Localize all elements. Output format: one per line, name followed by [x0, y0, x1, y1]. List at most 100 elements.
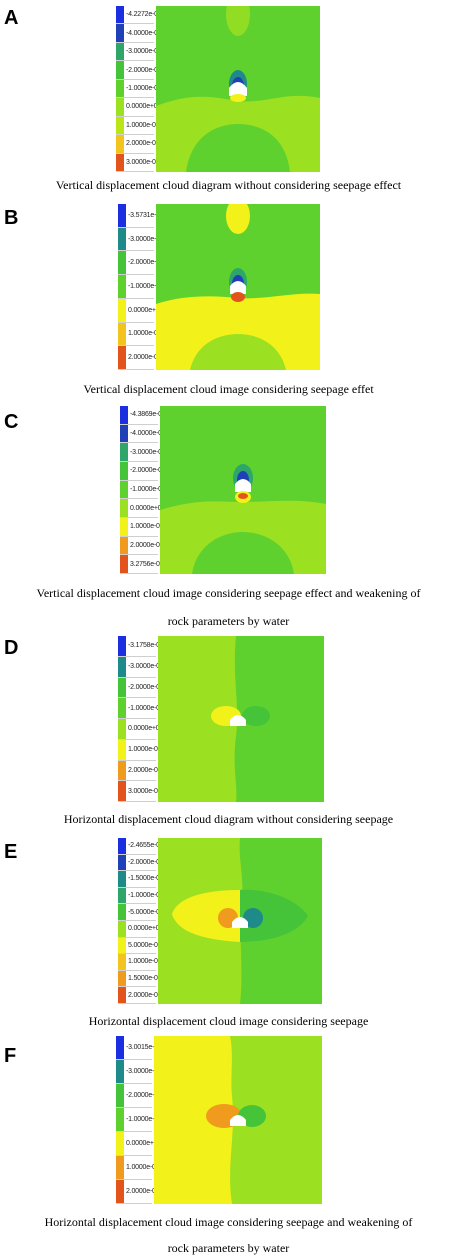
- legend-swatch: [116, 116, 124, 135]
- legend-swatch: [116, 98, 124, 116]
- legend-row: 0.0000e+000: [118, 719, 167, 740]
- legend-row: 2.0000e-001: [118, 760, 165, 782]
- legend-value: -3.0015e-001: [126, 1044, 166, 1051]
- panel-c-caption-line-1: Vertical displacement cloud image consid…: [36, 586, 421, 600]
- legend-value: 3.2756e-001: [130, 560, 168, 568]
- legend-row: -3.0015e-001: [116, 1036, 165, 1060]
- panel-a-caption: Vertical displacement cloud diagram with…: [0, 177, 457, 193]
- panel-e-letter: E: [4, 841, 18, 863]
- legend-row: -2.0000e-001: [118, 854, 167, 872]
- legend-row: -1.5000e-001: [118, 871, 167, 888]
- legend-value: 3.0000e-001: [128, 787, 166, 795]
- legend-swatch: [118, 987, 126, 1003]
- panel-c-letter: C: [4, 411, 19, 433]
- legend-swatch: [120, 518, 128, 536]
- legend-row: -3.0000e-001: [116, 1060, 165, 1084]
- panel-a-contour-plot: [156, 6, 320, 172]
- legend-swatch: [120, 443, 128, 462]
- legend-value: -1.0000e-001: [130, 486, 170, 494]
- panel-f-figure: -3.0015e-001 -3.0000e-001 -2.0000e-001 -1.0…: [116, 1036, 322, 1204]
- legend-value: -2.0000e-001: [128, 683, 168, 691]
- legend-row: -1.0000e-001: [118, 275, 167, 299]
- panel-c-caption-line-2: rock parameters by water: [167, 614, 290, 628]
- legend-swatch: [118, 204, 126, 227]
- legend-value: -4.2272e-001: [126, 11, 166, 19]
- legend-value: -1.5000e-001: [128, 875, 168, 883]
- panel-f-caption: Horizontal displacement cloud image cons…: [0, 1214, 457, 1256]
- legend-value: 1.0000e-001: [128, 330, 166, 338]
- legend-row: -2.4655e-001: [118, 838, 167, 855]
- legend-row: 2.0000e-001: [116, 1180, 163, 1204]
- legend-swatch: [116, 24, 124, 42]
- legend-swatch: [118, 656, 126, 677]
- legend-row: 1.0000e-001: [116, 116, 163, 136]
- legend-value: 0.0000e+000: [126, 1140, 165, 1147]
- legend-swatch: [118, 887, 126, 904]
- legend-value: 5.0000e-002: [128, 941, 166, 949]
- legend-row: -3.1758e-001: [118, 636, 167, 657]
- legend-swatch: [120, 555, 128, 574]
- legend-swatch: [118, 275, 126, 298]
- legend-swatch: [118, 970, 126, 987]
- legend-swatch: [116, 1060, 124, 1083]
- legend-swatch: [116, 1084, 124, 1107]
- legend-value: -2.0000e-001: [126, 66, 166, 74]
- legend-row: -4.2272e-001: [116, 6, 165, 25]
- legend-row: -5.0000e-002: [118, 904, 167, 921]
- panel-b-contour-plot: [156, 204, 320, 370]
- legend-value: 3.0000e-001: [126, 158, 164, 166]
- legend-swatch: [118, 636, 126, 656]
- legend-value: -2.0000e-001: [126, 1092, 166, 1099]
- legend-value: 0.0000e+000: [128, 306, 167, 314]
- legend-row: -1.0000e-001: [120, 480, 169, 500]
- legend-swatch: [116, 79, 124, 98]
- legend-value: -3.1758e-001: [128, 642, 168, 650]
- legend-row: 0.0000e+000: [116, 1132, 165, 1156]
- legend-row: 1.0000e-001: [118, 322, 165, 347]
- legend-value: 2.0000e-001: [128, 766, 166, 774]
- panel-d-letter: D: [4, 637, 19, 659]
- legend-swatch: [118, 677, 126, 698]
- legend-value: 0.0000e+000: [128, 925, 167, 933]
- legend-row: -1.0000e-001: [116, 79, 165, 99]
- legend-row: -3.0000e-001: [118, 656, 167, 678]
- panel-e-caption-line: Horizontal displacement cloud image cons…: [88, 1014, 369, 1028]
- legend-row: 0.0000e+000: [118, 920, 167, 938]
- panel-a-caption-line: Vertical displacement cloud diagram with…: [55, 178, 402, 192]
- legend-value: 1.0000e-001: [130, 523, 168, 531]
- legend-row: -4.3869e-001: [120, 406, 169, 425]
- legend-swatch: [118, 954, 126, 970]
- panel-e-legend: -2.4655e-001 -2.0000e-001 -1.5000e-001 -1.0…: [118, 838, 167, 1004]
- legend-value: -3.0000e-001: [128, 663, 168, 671]
- legend-value: -3.0000e-001: [130, 448, 170, 456]
- legend-swatch: [116, 42, 124, 61]
- legend-swatch: [118, 838, 126, 854]
- legend-value: -5.0000e-002: [128, 908, 168, 916]
- legend-row: 0.0000e+000: [120, 499, 169, 519]
- legend-value: -3.5731e-001: [128, 211, 168, 219]
- legend-row: -1.0000e-001: [118, 887, 167, 905]
- legend-row: 2.0000e-001: [118, 987, 165, 1004]
- legend-row: 5.0000e-002: [118, 937, 165, 955]
- legend-value: -1.0000e-001: [126, 84, 166, 92]
- legend-row: 3.0000e-001: [116, 153, 163, 172]
- legend-row: 2.0000e-001: [116, 135, 163, 154]
- legend-value: 1.0000e-001: [126, 121, 164, 129]
- legend-row: -3.0000e-001: [120, 443, 169, 463]
- legend-swatch: [118, 719, 126, 739]
- legend-swatch: [118, 937, 126, 954]
- legend-row: 1.0000e-001: [118, 954, 165, 971]
- legend-swatch: [118, 760, 126, 781]
- legend-swatch: [116, 1180, 124, 1203]
- legend-row: 2.0000e-001: [118, 346, 165, 370]
- panel-a-legend: -4.2272e-001 -4.0000e-001 -3.0000e-001 -2.0…: [116, 6, 165, 172]
- legend-row: 0.0000e+000: [118, 298, 167, 323]
- legend-value: 0.0000e+000: [128, 725, 167, 733]
- legend-value: -1.0000e-001: [128, 283, 168, 291]
- legend-value: 2.0000e-001: [126, 140, 164, 148]
- legend-value: 2.0000e-001: [128, 354, 166, 362]
- legend-value: 1.0000e-001: [126, 1164, 164, 1171]
- panel-e-caption: Horizontal displacement cloud image cons…: [0, 1013, 457, 1029]
- panel-a-letter: A: [4, 7, 19, 29]
- legend-value: 1.0000e-001: [128, 746, 166, 754]
